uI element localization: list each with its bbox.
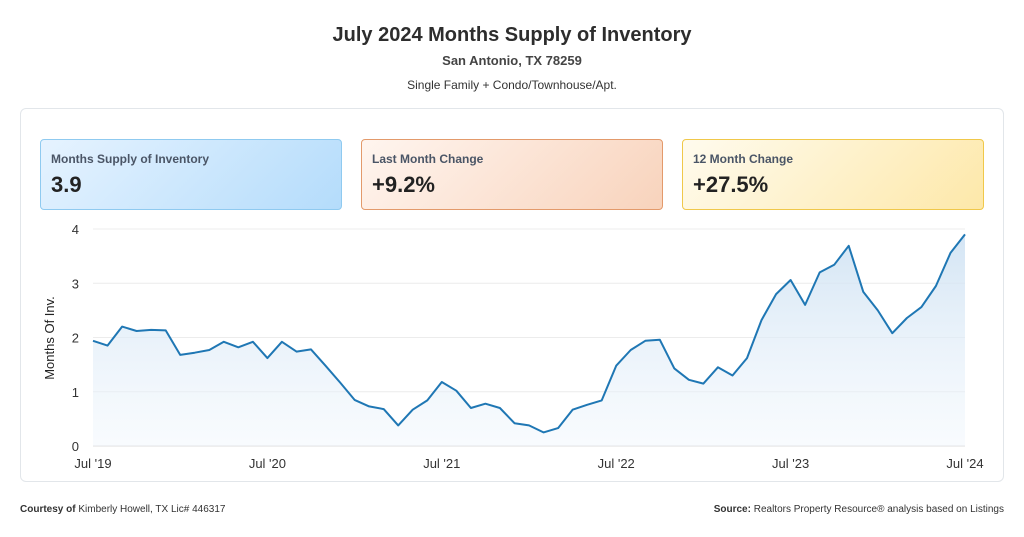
card-label: Months Supply of Inventory bbox=[51, 152, 209, 166]
source-footer: Source: Realtors Property Resource® anal… bbox=[714, 504, 1004, 515]
property-types-subtitle: Single Family + Condo/Townhouse/Apt. bbox=[407, 78, 617, 92]
source-label: Source: bbox=[713, 504, 751, 515]
source-text: Realtors Property Resource® analysis bas… bbox=[753, 504, 1004, 515]
y-tick-label: 3 bbox=[72, 276, 79, 291]
courtesy-text: Kimberly Howell, TX Lic# 446317 bbox=[78, 504, 226, 515]
x-tick-label: Jul '23 bbox=[772, 456, 809, 471]
x-tick-label: Jul '19 bbox=[74, 456, 111, 471]
location-subtitle: San Antonio, TX 78259 bbox=[442, 53, 582, 68]
card-label: 12 Month Change bbox=[693, 152, 794, 166]
series-line bbox=[92, 233, 966, 434]
last-month-change-card: Last Month Change +9.2% bbox=[361, 139, 663, 210]
x-tick-label: Jul '21 bbox=[423, 456, 460, 471]
y-tick-label: 1 bbox=[72, 385, 79, 400]
card-value: 3.9 bbox=[51, 172, 82, 197]
card-value: +9.2% bbox=[372, 172, 435, 197]
area-fill bbox=[93, 234, 965, 446]
y-axis-label: Months Of Inv. bbox=[42, 296, 57, 380]
y-tick-label: 0 bbox=[72, 439, 79, 454]
y-tick-label: 4 bbox=[72, 222, 79, 237]
courtesy-label: Courtesy of bbox=[20, 504, 76, 515]
x-tick-label: Jul '22 bbox=[598, 456, 635, 471]
twelve-month-change-card: 12 Month Change +27.5% bbox=[682, 139, 984, 210]
x-tick-label: Jul '24 bbox=[946, 456, 983, 471]
card-value: +27.5% bbox=[693, 172, 769, 197]
months-supply-card: Months Supply of Inventory 3.9 bbox=[40, 139, 342, 210]
y-tick-label: 2 bbox=[72, 331, 79, 346]
courtesy-footer: Courtesy of Kimberly Howell, TX Lic# 446… bbox=[20, 504, 225, 515]
x-tick-label: Jul '20 bbox=[249, 456, 286, 471]
card-label: Last Month Change bbox=[372, 152, 484, 166]
page-title: July 2024 Months Supply of Inventory bbox=[332, 24, 692, 46]
